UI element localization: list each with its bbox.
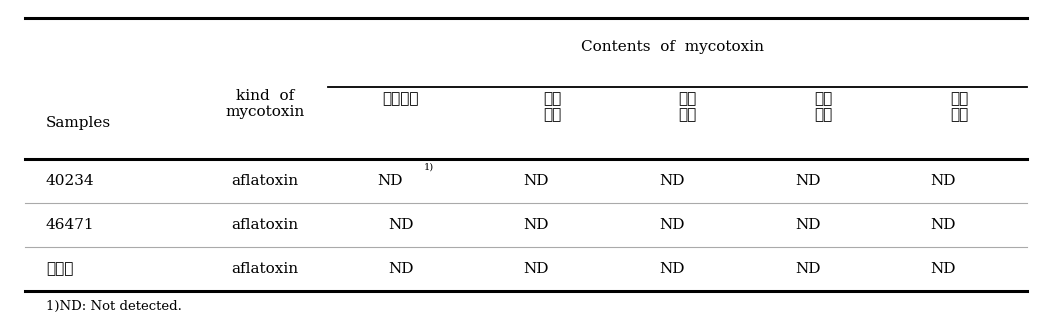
Text: ND: ND [660,175,685,188]
Text: 1)ND: Not detected.: 1)ND: Not detected. [46,300,182,313]
Text: ND: ND [931,218,956,232]
Text: 숙성
두달: 숙성 두달 [679,92,696,122]
Text: ND: ND [795,262,821,276]
Text: ND: ND [388,262,413,276]
Text: Contents  of  mycotoxin: Contents of mycotoxin [581,40,764,53]
Text: 1): 1) [424,163,433,172]
Text: 40234: 40234 [46,175,95,188]
Text: Samples: Samples [46,116,112,130]
Text: ND: ND [795,218,821,232]
Text: ND: ND [795,175,821,188]
Text: 제조당일: 제조당일 [383,92,419,106]
Text: ND: ND [931,175,956,188]
Text: ND: ND [388,218,413,232]
Text: ND: ND [524,218,549,232]
Text: ND: ND [524,175,549,188]
Text: ND: ND [931,262,956,276]
Text: kind  of
mycotoxin: kind of mycotoxin [225,89,305,119]
Text: 46471: 46471 [46,218,95,232]
Text: ND: ND [660,218,685,232]
Text: ND: ND [524,262,549,276]
Text: ND: ND [378,175,403,188]
Text: 숙성
한달: 숙성 한달 [543,92,561,122]
Text: 숙성
네달: 숙성 네달 [950,92,968,122]
Text: aflatoxin: aflatoxin [231,262,299,276]
Text: 충무균: 충무균 [46,262,74,276]
Text: 솝성
세달: 솝성 세달 [814,92,832,122]
Text: aflatoxin: aflatoxin [231,218,299,232]
Text: ND: ND [660,262,685,276]
Text: aflatoxin: aflatoxin [231,175,299,188]
